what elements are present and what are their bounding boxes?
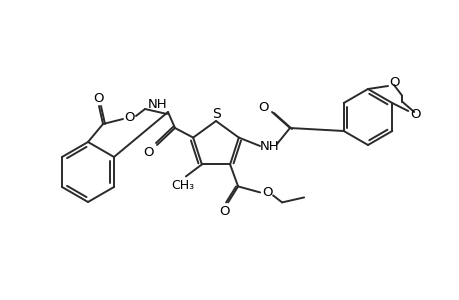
Text: O: O: [124, 110, 135, 124]
Text: CH₃: CH₃: [171, 179, 194, 192]
Text: O: O: [258, 100, 269, 113]
Text: NH: NH: [260, 140, 279, 152]
Text: O: O: [409, 107, 420, 121]
Text: O: O: [389, 76, 399, 88]
Text: S: S: [212, 107, 221, 121]
Text: NH: NH: [148, 98, 168, 110]
Text: O: O: [94, 92, 104, 104]
Text: O: O: [143, 146, 154, 158]
Text: O: O: [218, 205, 229, 218]
Text: O: O: [261, 186, 272, 199]
